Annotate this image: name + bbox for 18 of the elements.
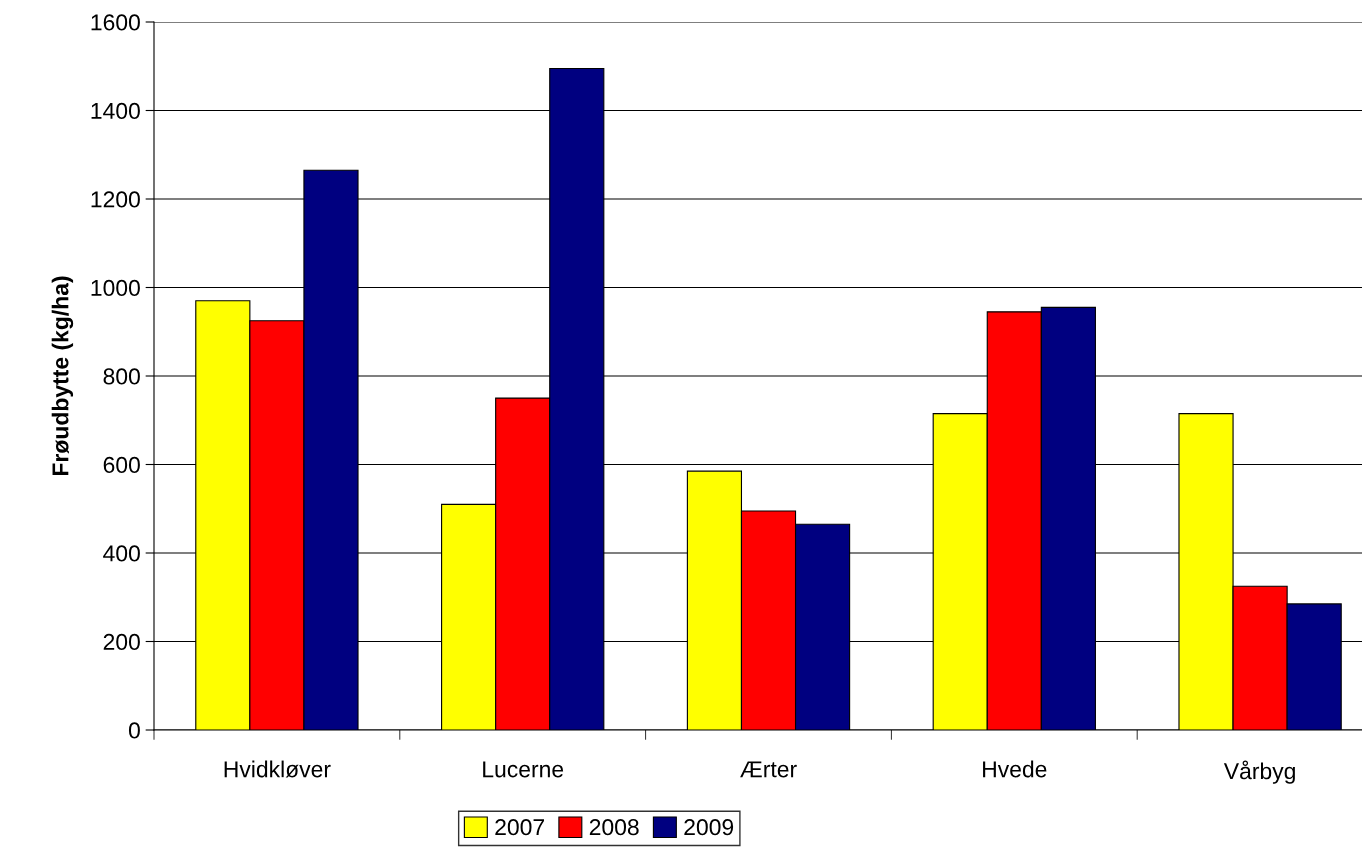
y-tick-label: 1200 (91, 191, 140, 208)
y-tick-label: 1400 (91, 102, 140, 120)
x-tick-label: Vårbyg (1223, 760, 1295, 784)
x-tick-label: Hvede (983, 760, 1047, 778)
legend-label: 2009 (684, 819, 734, 836)
y-tick-label: 1600 (91, 14, 140, 31)
x-tick-label: Lucerne (483, 761, 564, 778)
y-tick-label: 800 (103, 368, 140, 385)
x-tick-label: Ærter (740, 761, 797, 778)
y-tick-label: 400 (103, 545, 140, 562)
y-tick-label: 0 (128, 722, 140, 739)
legend-label: 2007 (495, 819, 544, 836)
y-tick-label: 600 (103, 456, 140, 474)
legend-label: 2008 (589, 819, 639, 836)
y-axis-title: Frøudbytte (kg/ha) (51, 276, 74, 476)
y-tick-label: 1000 (91, 279, 140, 297)
x-tick-label: Hvidkløver (224, 760, 331, 778)
y-tick-label: 200 (103, 633, 140, 651)
